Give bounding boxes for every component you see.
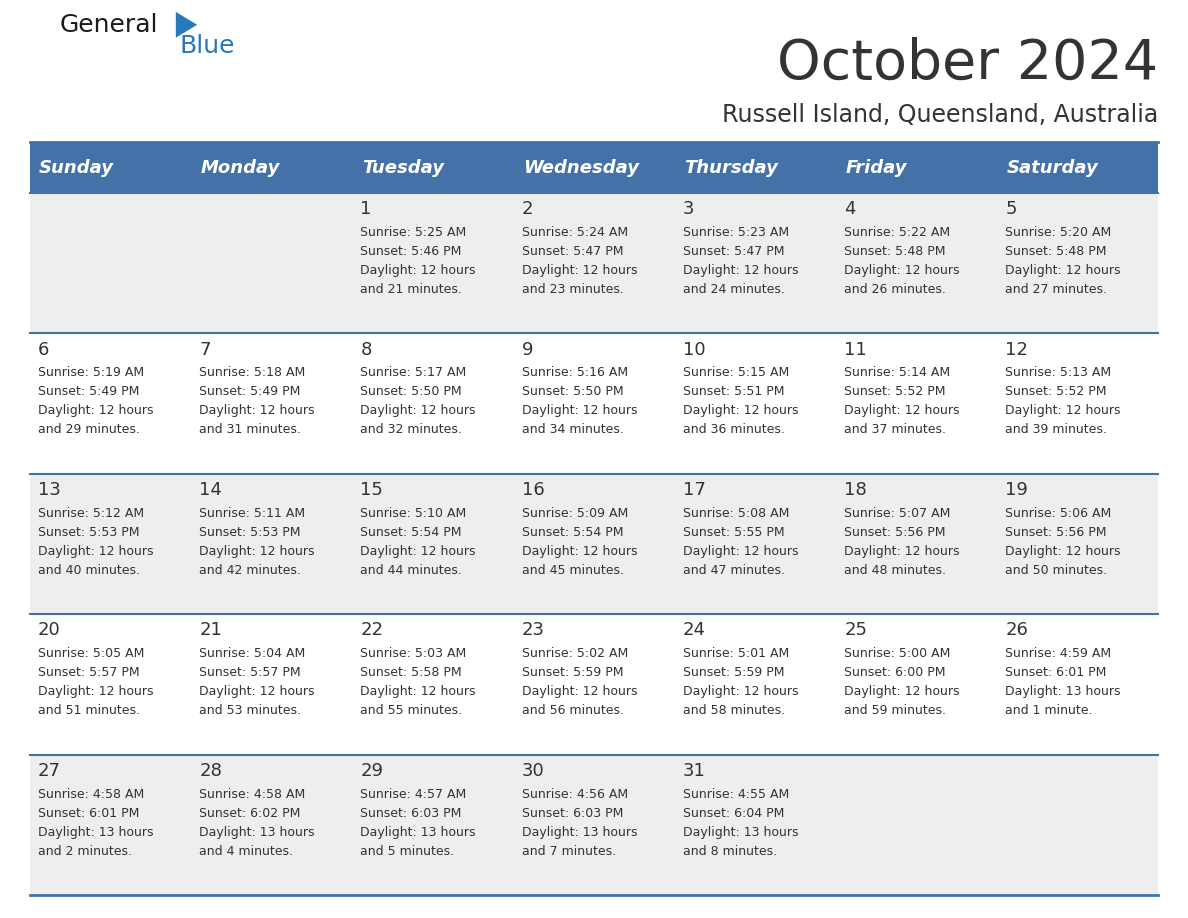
Bar bbox=[30, 142, 1158, 193]
Text: Sunrise: 5:17 AM
Sunset: 5:50 PM
Daylight: 12 hours
and 32 minutes.: Sunrise: 5:17 AM Sunset: 5:50 PM Dayligh… bbox=[360, 366, 476, 436]
Text: General: General bbox=[59, 13, 158, 37]
Text: Sunrise: 4:55 AM
Sunset: 6:04 PM
Daylight: 13 hours
and 8 minutes.: Sunrise: 4:55 AM Sunset: 6:04 PM Dayligh… bbox=[683, 788, 798, 857]
Text: 6: 6 bbox=[38, 341, 50, 359]
Text: 23: 23 bbox=[522, 621, 545, 640]
Text: Blue: Blue bbox=[179, 34, 235, 58]
Text: 2: 2 bbox=[522, 200, 533, 218]
Bar bbox=[30, 193, 1158, 333]
Text: Sunrise: 5:09 AM
Sunset: 5:54 PM
Daylight: 12 hours
and 45 minutes.: Sunrise: 5:09 AM Sunset: 5:54 PM Dayligh… bbox=[522, 507, 637, 577]
Text: 25: 25 bbox=[845, 621, 867, 640]
Text: Sunrise: 4:56 AM
Sunset: 6:03 PM
Daylight: 13 hours
and 7 minutes.: Sunrise: 4:56 AM Sunset: 6:03 PM Dayligh… bbox=[522, 788, 637, 857]
Text: 28: 28 bbox=[200, 762, 222, 780]
Text: Sunrise: 5:10 AM
Sunset: 5:54 PM
Daylight: 12 hours
and 44 minutes.: Sunrise: 5:10 AM Sunset: 5:54 PM Dayligh… bbox=[360, 507, 476, 577]
Text: Russell Island, Queensland, Australia: Russell Island, Queensland, Australia bbox=[722, 103, 1158, 127]
Polygon shape bbox=[176, 12, 197, 38]
Text: 15: 15 bbox=[360, 481, 384, 499]
Text: 21: 21 bbox=[200, 621, 222, 640]
Text: Sunrise: 5:05 AM
Sunset: 5:57 PM
Daylight: 12 hours
and 51 minutes.: Sunrise: 5:05 AM Sunset: 5:57 PM Dayligh… bbox=[38, 647, 153, 717]
Bar bbox=[30, 474, 1158, 614]
Text: Sunrise: 5:01 AM
Sunset: 5:59 PM
Daylight: 12 hours
and 58 minutes.: Sunrise: 5:01 AM Sunset: 5:59 PM Dayligh… bbox=[683, 647, 798, 717]
Text: 22: 22 bbox=[360, 621, 384, 640]
Text: Sunrise: 5:02 AM
Sunset: 5:59 PM
Daylight: 12 hours
and 56 minutes.: Sunrise: 5:02 AM Sunset: 5:59 PM Dayligh… bbox=[522, 647, 637, 717]
Text: Sunrise: 5:20 AM
Sunset: 5:48 PM
Daylight: 12 hours
and 27 minutes.: Sunrise: 5:20 AM Sunset: 5:48 PM Dayligh… bbox=[1005, 226, 1121, 296]
Text: Sunrise: 5:13 AM
Sunset: 5:52 PM
Daylight: 12 hours
and 39 minutes.: Sunrise: 5:13 AM Sunset: 5:52 PM Dayligh… bbox=[1005, 366, 1121, 436]
Text: Sunrise: 5:19 AM
Sunset: 5:49 PM
Daylight: 12 hours
and 29 minutes.: Sunrise: 5:19 AM Sunset: 5:49 PM Dayligh… bbox=[38, 366, 153, 436]
Text: 4: 4 bbox=[845, 200, 855, 218]
Text: 31: 31 bbox=[683, 762, 706, 780]
Text: Sunrise: 5:14 AM
Sunset: 5:52 PM
Daylight: 12 hours
and 37 minutes.: Sunrise: 5:14 AM Sunset: 5:52 PM Dayligh… bbox=[845, 366, 960, 436]
Text: Sunrise: 5:25 AM
Sunset: 5:46 PM
Daylight: 12 hours
and 21 minutes.: Sunrise: 5:25 AM Sunset: 5:46 PM Dayligh… bbox=[360, 226, 476, 296]
Text: 3: 3 bbox=[683, 200, 695, 218]
Text: Sunrise: 5:15 AM
Sunset: 5:51 PM
Daylight: 12 hours
and 36 minutes.: Sunrise: 5:15 AM Sunset: 5:51 PM Dayligh… bbox=[683, 366, 798, 436]
Text: 27: 27 bbox=[38, 762, 61, 780]
Text: Sunrise: 5:03 AM
Sunset: 5:58 PM
Daylight: 12 hours
and 55 minutes.: Sunrise: 5:03 AM Sunset: 5:58 PM Dayligh… bbox=[360, 647, 476, 717]
Text: 26: 26 bbox=[1005, 621, 1029, 640]
Text: Saturday: Saturday bbox=[1006, 159, 1099, 176]
Text: Sunrise: 5:00 AM
Sunset: 6:00 PM
Daylight: 12 hours
and 59 minutes.: Sunrise: 5:00 AM Sunset: 6:00 PM Dayligh… bbox=[845, 647, 960, 717]
Text: 24: 24 bbox=[683, 621, 706, 640]
Text: Monday: Monday bbox=[201, 159, 280, 176]
Text: Sunrise: 4:57 AM
Sunset: 6:03 PM
Daylight: 13 hours
and 5 minutes.: Sunrise: 4:57 AM Sunset: 6:03 PM Dayligh… bbox=[360, 788, 476, 857]
Text: Sunrise: 4:58 AM
Sunset: 6:01 PM
Daylight: 13 hours
and 2 minutes.: Sunrise: 4:58 AM Sunset: 6:01 PM Dayligh… bbox=[38, 788, 153, 857]
Text: Sunrise: 5:08 AM
Sunset: 5:55 PM
Daylight: 12 hours
and 47 minutes.: Sunrise: 5:08 AM Sunset: 5:55 PM Dayligh… bbox=[683, 507, 798, 577]
Text: 17: 17 bbox=[683, 481, 706, 499]
Text: Sunrise: 5:22 AM
Sunset: 5:48 PM
Daylight: 12 hours
and 26 minutes.: Sunrise: 5:22 AM Sunset: 5:48 PM Dayligh… bbox=[845, 226, 960, 296]
Bar bbox=[30, 755, 1158, 895]
Text: Sunrise: 5:16 AM
Sunset: 5:50 PM
Daylight: 12 hours
and 34 minutes.: Sunrise: 5:16 AM Sunset: 5:50 PM Dayligh… bbox=[522, 366, 637, 436]
Text: 20: 20 bbox=[38, 621, 61, 640]
Text: 13: 13 bbox=[38, 481, 61, 499]
Text: 19: 19 bbox=[1005, 481, 1029, 499]
Text: 18: 18 bbox=[845, 481, 867, 499]
Text: Wednesday: Wednesday bbox=[523, 159, 639, 176]
Text: 7: 7 bbox=[200, 341, 210, 359]
Text: 14: 14 bbox=[200, 481, 222, 499]
Text: October 2024: October 2024 bbox=[777, 38, 1158, 91]
Text: Thursday: Thursday bbox=[684, 159, 778, 176]
Text: Sunrise: 5:18 AM
Sunset: 5:49 PM
Daylight: 12 hours
and 31 minutes.: Sunrise: 5:18 AM Sunset: 5:49 PM Dayligh… bbox=[200, 366, 315, 436]
Text: 10: 10 bbox=[683, 341, 706, 359]
Text: Sunrise: 5:23 AM
Sunset: 5:47 PM
Daylight: 12 hours
and 24 minutes.: Sunrise: 5:23 AM Sunset: 5:47 PM Dayligh… bbox=[683, 226, 798, 296]
Text: 9: 9 bbox=[522, 341, 533, 359]
Text: 5: 5 bbox=[1005, 200, 1017, 218]
Text: Sunrise: 4:59 AM
Sunset: 6:01 PM
Daylight: 13 hours
and 1 minute.: Sunrise: 4:59 AM Sunset: 6:01 PM Dayligh… bbox=[1005, 647, 1121, 717]
Bar bbox=[30, 333, 1158, 474]
Text: Sunrise: 5:11 AM
Sunset: 5:53 PM
Daylight: 12 hours
and 42 minutes.: Sunrise: 5:11 AM Sunset: 5:53 PM Dayligh… bbox=[200, 507, 315, 577]
Text: Sunrise: 5:04 AM
Sunset: 5:57 PM
Daylight: 12 hours
and 53 minutes.: Sunrise: 5:04 AM Sunset: 5:57 PM Dayligh… bbox=[200, 647, 315, 717]
Text: Sunrise: 5:24 AM
Sunset: 5:47 PM
Daylight: 12 hours
and 23 minutes.: Sunrise: 5:24 AM Sunset: 5:47 PM Dayligh… bbox=[522, 226, 637, 296]
Text: Sunrise: 5:06 AM
Sunset: 5:56 PM
Daylight: 12 hours
and 50 minutes.: Sunrise: 5:06 AM Sunset: 5:56 PM Dayligh… bbox=[1005, 507, 1121, 577]
Text: Sunrise: 5:07 AM
Sunset: 5:56 PM
Daylight: 12 hours
and 48 minutes.: Sunrise: 5:07 AM Sunset: 5:56 PM Dayligh… bbox=[845, 507, 960, 577]
Text: 29: 29 bbox=[360, 762, 384, 780]
Text: 12: 12 bbox=[1005, 341, 1029, 359]
Text: Tuesday: Tuesday bbox=[361, 159, 443, 176]
Bar bbox=[30, 614, 1158, 755]
Text: Sunrise: 4:58 AM
Sunset: 6:02 PM
Daylight: 13 hours
and 4 minutes.: Sunrise: 4:58 AM Sunset: 6:02 PM Dayligh… bbox=[200, 788, 315, 857]
Text: Sunday: Sunday bbox=[39, 159, 114, 176]
Text: 11: 11 bbox=[845, 341, 867, 359]
Text: 16: 16 bbox=[522, 481, 544, 499]
Text: 30: 30 bbox=[522, 762, 544, 780]
Text: 1: 1 bbox=[360, 200, 372, 218]
Text: Sunrise: 5:12 AM
Sunset: 5:53 PM
Daylight: 12 hours
and 40 minutes.: Sunrise: 5:12 AM Sunset: 5:53 PM Dayligh… bbox=[38, 507, 153, 577]
Text: Friday: Friday bbox=[846, 159, 906, 176]
Text: 8: 8 bbox=[360, 341, 372, 359]
